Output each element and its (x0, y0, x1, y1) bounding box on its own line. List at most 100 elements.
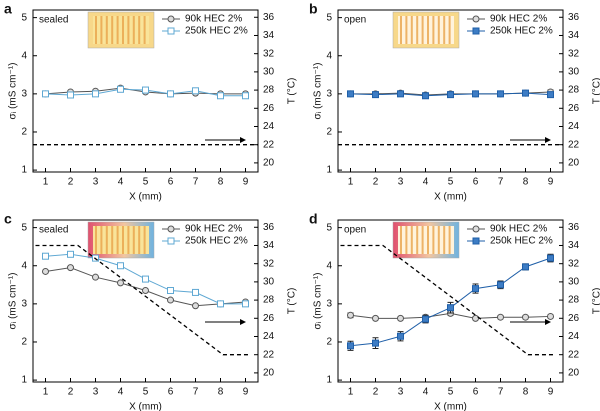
legend-marker (472, 225, 480, 233)
y2-tick-label: 30 (568, 67, 580, 78)
y-axis-title: σᵢ (mS cm⁻¹) (8, 63, 19, 120)
inset-stripe (427, 226, 429, 254)
marker (192, 87, 199, 95)
inset-stripe (122, 226, 124, 254)
marker (117, 279, 124, 287)
panel-label: c (4, 211, 12, 227)
y-tick-label: 5 (21, 222, 27, 233)
x-axis-title: X (mm) (434, 402, 467, 411)
y2-tick-label: 34 (263, 240, 275, 251)
x-tick-label: 3 (93, 177, 99, 188)
y2-axis-title: T (°C) (287, 78, 298, 105)
marker (92, 90, 99, 98)
x-axis-title: X (mm) (129, 192, 162, 203)
annotation: open (344, 225, 366, 236)
x-tick-label: 9 (243, 387, 249, 398)
x-tick-label: 7 (498, 387, 504, 398)
x-tick-label: 4 (118, 177, 124, 188)
arrow-head (240, 137, 246, 143)
y2-tick-label: 28 (263, 85, 275, 96)
series-line (45, 267, 246, 307)
y2-axis-title: T (°C) (287, 288, 298, 315)
x-tick-label: 5 (448, 177, 454, 188)
inset-image (87, 11, 155, 49)
inset-stripe (100, 16, 103, 44)
y2-tick-label: 20 (568, 368, 580, 379)
marker (372, 91, 379, 99)
legend-marker (167, 237, 175, 245)
legend-label: 90k HEC 2% (490, 224, 547, 235)
x-tick-label: 7 (193, 177, 199, 188)
marker (42, 90, 49, 98)
marker (522, 89, 529, 97)
y2-axis-title: T (°C) (592, 288, 600, 315)
legend-label: 250k HEC 2% (185, 236, 248, 247)
arrow-head (240, 319, 246, 325)
x-tick-label: 3 (398, 387, 404, 398)
y-tick-label: 5 (326, 222, 332, 233)
annotation: open (344, 15, 366, 26)
marker (497, 90, 504, 98)
inset-stripe (432, 16, 435, 44)
x-tick-label: 6 (473, 177, 479, 188)
y-tick-label: 2 (21, 127, 27, 138)
y-tick-label: 3 (21, 88, 27, 99)
y2-tick-label: 20 (568, 158, 580, 169)
x-tick-label: 4 (423, 177, 429, 188)
y-tick-label: 1 (21, 165, 27, 176)
arrow-head (545, 137, 551, 143)
inset-stripe (95, 16, 97, 44)
x-tick-label: 2 (68, 387, 74, 398)
inset-stripe (105, 16, 108, 44)
y-tick-label: 3 (21, 298, 27, 309)
inset-stripe (111, 16, 114, 44)
x-tick-label: 8 (218, 177, 224, 188)
inset-stripe (405, 16, 408, 44)
inset-stripe (410, 226, 413, 254)
marker (472, 314, 479, 322)
inset-stripe (105, 226, 108, 254)
y2-tick-label: 32 (263, 48, 275, 59)
marker (472, 285, 479, 293)
marker (372, 339, 379, 347)
y-tick-label: 1 (326, 375, 332, 386)
x-tick-label: 9 (243, 177, 249, 188)
inset-stripe (127, 226, 130, 254)
inset-stripe (122, 16, 124, 44)
y2-tick-label: 26 (263, 313, 275, 324)
marker (67, 250, 74, 258)
legend-marker (167, 225, 175, 233)
inset-stripe (400, 16, 402, 44)
marker (547, 312, 554, 320)
y-tick-label: 3 (326, 298, 332, 309)
legend-marker (472, 237, 480, 245)
y-axis-title: σᵢ (mS cm⁻¹) (313, 63, 324, 120)
y2-tick-label: 36 (568, 222, 580, 233)
inset-image (392, 11, 460, 49)
inset-stripe (132, 16, 135, 44)
inset-stripe (443, 226, 446, 254)
marker (67, 264, 74, 272)
y2-tick-label: 30 (263, 67, 275, 78)
inset-stripe (448, 16, 451, 44)
inset-stripe (432, 226, 435, 254)
x-tick-label: 6 (168, 177, 174, 188)
x-axis-title: X (mm) (129, 402, 162, 411)
x-tick-label: 4 (118, 387, 124, 398)
inset-stripe (127, 16, 130, 44)
marker (167, 287, 174, 295)
inset-stripe (138, 16, 141, 44)
marker (497, 281, 504, 289)
y2-tick-label: 20 (263, 158, 275, 169)
legend-label: 90k HEC 2% (490, 14, 547, 25)
y-axis-title: σᵢ (mS cm⁻¹) (313, 273, 324, 330)
marker (347, 311, 354, 319)
x-tick-label: 1 (43, 177, 49, 188)
inset-stripe (138, 226, 141, 254)
marker (242, 300, 249, 308)
legend-marker (167, 27, 175, 35)
y2-tick-label: 22 (263, 349, 275, 360)
marker (447, 91, 454, 99)
